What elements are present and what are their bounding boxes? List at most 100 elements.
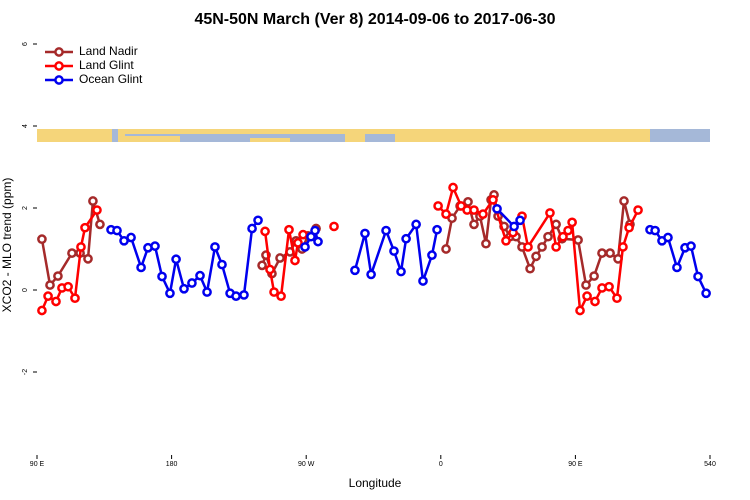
data-point <box>136 262 146 273</box>
data-point <box>257 260 267 271</box>
data-point <box>313 236 323 247</box>
data-point <box>432 224 442 235</box>
data-point <box>179 283 189 294</box>
data-point <box>366 269 376 280</box>
data-point <box>558 231 568 242</box>
data-point <box>396 266 406 277</box>
data-point <box>43 291 53 301</box>
data-point <box>618 242 628 252</box>
data-point <box>70 293 80 304</box>
data-point <box>300 242 310 252</box>
data-point <box>418 276 428 286</box>
data-point <box>83 253 93 264</box>
data-point <box>202 287 212 297</box>
data-point <box>575 305 585 316</box>
data-point <box>582 291 592 301</box>
data-point <box>411 219 421 230</box>
data-point <box>350 265 360 276</box>
data-point <box>701 288 711 299</box>
data-point <box>567 217 577 228</box>
data-point <box>597 248 607 258</box>
legend-label: Land Nadir <box>79 44 138 58</box>
data-point <box>545 208 555 218</box>
data-point <box>693 271 703 282</box>
data-point <box>165 288 175 299</box>
data-point <box>573 235 583 245</box>
data-point <box>260 226 270 237</box>
data-point <box>76 242 86 252</box>
data-point <box>672 262 682 273</box>
data-point <box>469 219 479 230</box>
data-point <box>247 223 257 234</box>
data-point <box>37 305 47 316</box>
data-point <box>478 209 488 219</box>
x-tick-label: 90 W <box>298 461 315 468</box>
data-point <box>112 225 122 236</box>
data-point <box>624 222 634 233</box>
data-point <box>290 255 300 266</box>
data-point <box>469 205 479 215</box>
data-point <box>525 263 535 274</box>
data-point <box>95 219 105 230</box>
data-point <box>619 196 629 206</box>
data-point <box>389 246 399 256</box>
data-point <box>284 224 294 235</box>
data-point <box>171 254 181 265</box>
data-point <box>269 287 279 297</box>
data-point <box>481 238 491 249</box>
data-point <box>210 242 220 252</box>
legend-label: Land Glint <box>79 58 134 72</box>
data-point <box>88 196 98 206</box>
data-point <box>581 280 591 290</box>
chart-title: 45N-50N March (Ver 8) 2014-09-06 to 2017… <box>194 11 555 28</box>
y-tick-label: -2 <box>22 369 29 375</box>
data-point <box>67 248 77 258</box>
legend-label: Ocean Glint <box>79 72 143 86</box>
data-point <box>448 182 458 193</box>
legend-marker <box>54 75 64 85</box>
data-point <box>80 222 90 233</box>
data-point <box>515 215 525 226</box>
data-point <box>441 244 451 254</box>
data-point <box>92 205 102 215</box>
data-point <box>604 281 614 292</box>
data-point <box>217 259 227 270</box>
data-point <box>501 235 511 246</box>
data-point <box>663 232 673 243</box>
y-tick-label: 2 <box>22 206 29 210</box>
data-point <box>509 221 519 232</box>
data-point <box>563 225 573 236</box>
series-line <box>40 200 102 288</box>
data-point <box>360 228 370 239</box>
data-point <box>537 242 547 252</box>
x-tick-label: 0 <box>439 461 443 468</box>
data-point <box>441 209 451 219</box>
data-point <box>187 278 197 288</box>
y-tick-label: 6 <box>22 42 29 46</box>
data-point <box>298 229 308 240</box>
y-tick-label: 4 <box>22 124 29 128</box>
data-point <box>37 234 47 245</box>
data-point <box>633 205 643 215</box>
data-point <box>150 241 160 251</box>
data-point <box>51 296 61 307</box>
data-point <box>157 271 167 282</box>
data-point <box>612 293 622 304</box>
data-point <box>433 201 443 211</box>
series-line <box>444 191 632 288</box>
data-point <box>381 225 391 236</box>
data-point <box>488 194 498 205</box>
data-point <box>589 271 599 281</box>
data-point <box>551 242 561 252</box>
data-point <box>686 241 696 251</box>
data-point <box>650 225 660 236</box>
data-point <box>523 242 533 252</box>
data-point <box>310 225 320 236</box>
y-axis-label: XCO2 - MLO trend (ppm) <box>0 178 14 313</box>
x-tick-label: 540 <box>704 461 716 468</box>
data-point <box>590 296 600 307</box>
x-tick-label: 90 E <box>30 461 45 468</box>
data-point <box>492 203 502 214</box>
data-point <box>45 280 55 290</box>
